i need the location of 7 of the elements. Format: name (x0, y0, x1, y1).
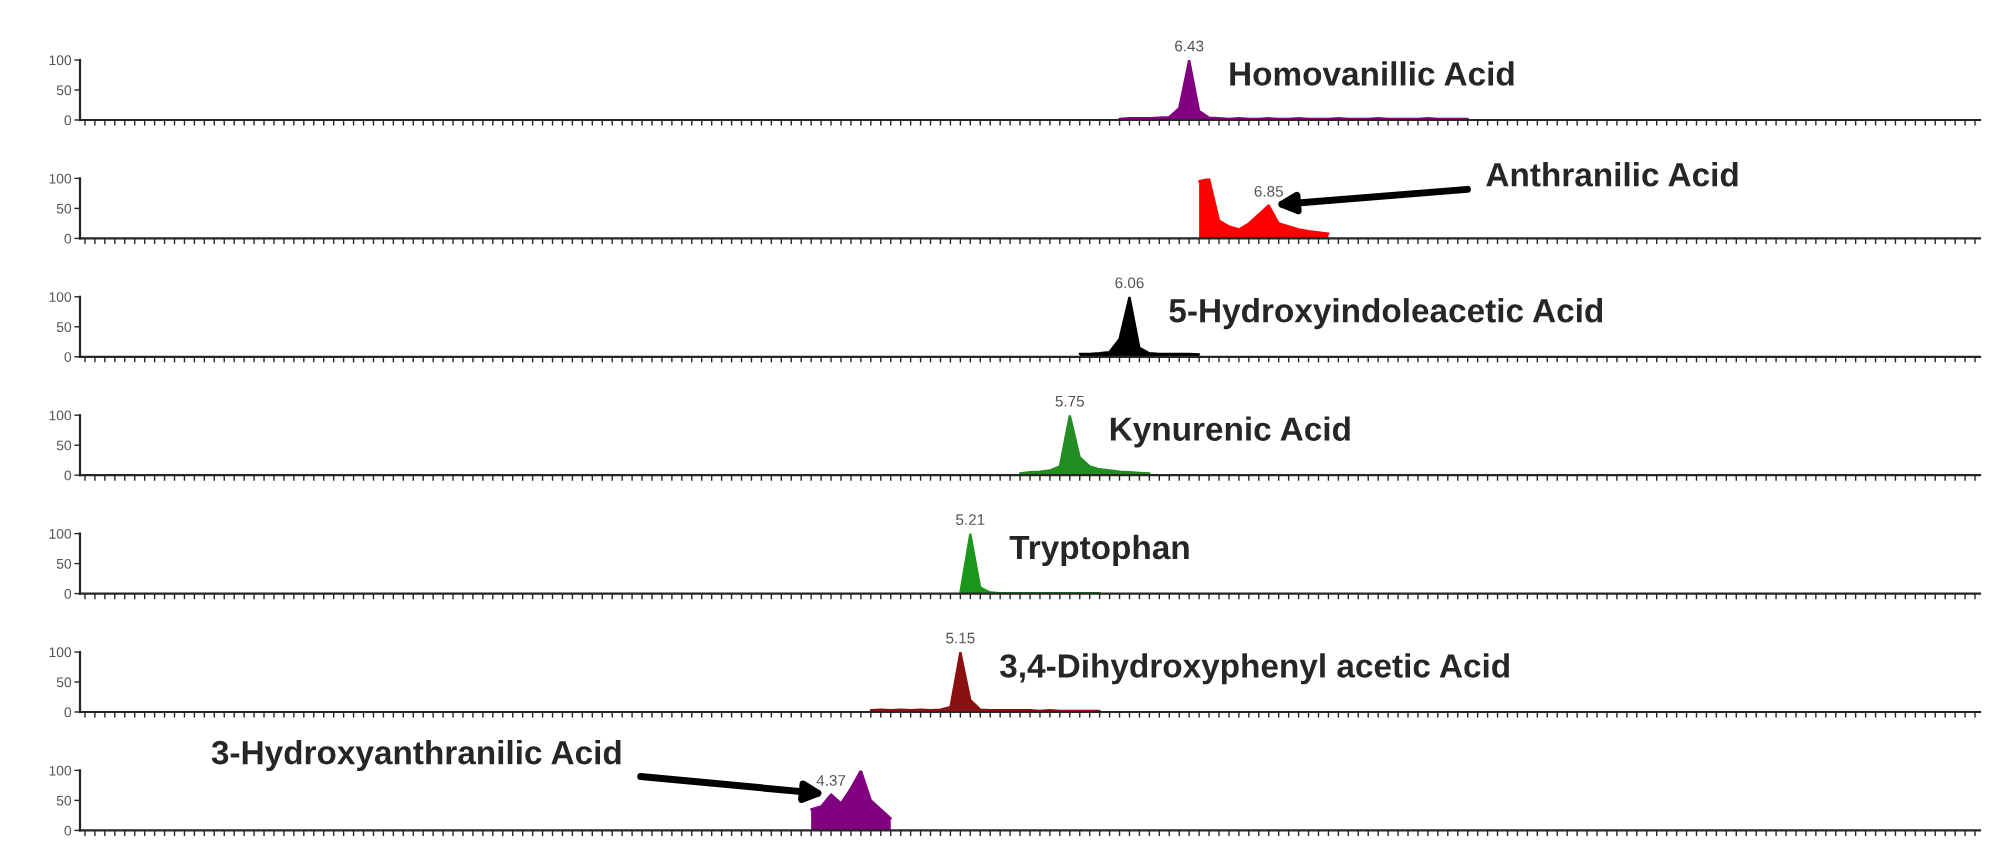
series-label: 5-Hydroxyindoleacetic Acid (1169, 298, 1603, 330)
annotation: 3-Hydroxyanthranilic Acid (211, 739, 621, 772)
series-label: Kynurenic Acid (1110, 416, 1350, 448)
series-label: Tryptophan (1009, 534, 1189, 566)
series-label: 3,4-Dihydroxyphenyl acetic Acid (1000, 653, 1509, 685)
annotation: Anthranilic Acid (1486, 162, 1738, 187)
series-label: Homovanillic Acid (1230, 61, 1514, 86)
